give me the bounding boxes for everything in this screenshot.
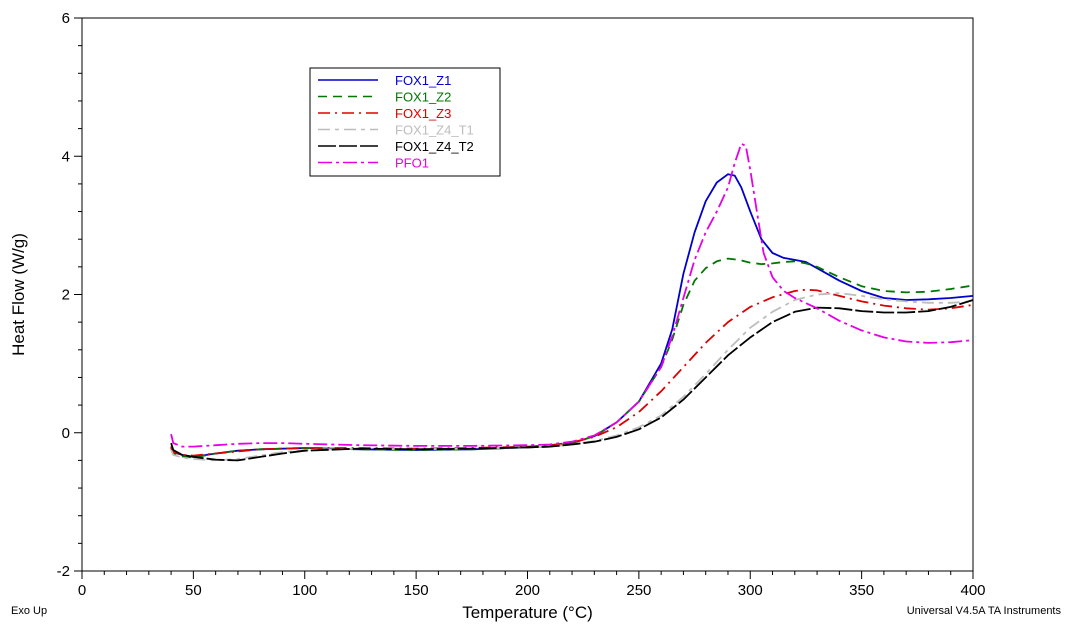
y-tick-label: 4 <box>62 148 70 165</box>
y-tick-label: -2 <box>57 563 70 580</box>
x-tick-label: 200 <box>515 582 540 599</box>
x-tick-label: 100 <box>292 582 317 599</box>
series-line-fox1-z1 <box>170 173 974 458</box>
legend-label: FOX1_Z2 <box>395 90 451 105</box>
x-tick-label: 300 <box>738 582 763 599</box>
legend-label: FOX1_Z3 <box>395 106 451 121</box>
exo-up-note: Exo Up <box>11 605 48 617</box>
legend-label: FOX1_Z1 <box>395 73 451 88</box>
y-tick-label: 2 <box>62 287 70 304</box>
x-tick-label: 250 <box>626 582 651 599</box>
legend-box <box>309 67 501 177</box>
y-tick-label: 0 <box>62 425 70 442</box>
x-tick-label: 150 <box>404 582 429 599</box>
legend-label: FOX1_Z4_T1 <box>395 123 474 138</box>
legend-label: PFO1 <box>395 156 429 171</box>
x-tick-label: 400 <box>960 582 985 599</box>
plot-frame <box>81 17 974 572</box>
y-tick-label: 6 <box>62 10 70 27</box>
x-tick-label: 0 <box>78 582 86 599</box>
x-tick-label: 50 <box>185 582 202 599</box>
y-axis-label: Heat Flow (W/g) <box>9 233 28 356</box>
series-line-fox1-z4-t1 <box>170 292 974 462</box>
series-line-fox1-z3 <box>170 288 974 457</box>
legend-label: FOX1_Z4_T2 <box>395 139 474 154</box>
y-axis-ticks: -2 0 2 4 6 <box>57 10 82 580</box>
series-line-fox1-z4-t2 <box>170 299 974 462</box>
series-layer <box>170 142 974 462</box>
software-version-note: Universal V4.5A TA Instruments <box>906 605 1061 617</box>
x-axis-ticks: 0 50 100 150 200 250 300 350 400 <box>78 571 986 599</box>
x-tick-label: 350 <box>849 582 874 599</box>
x-axis-label: Temperature (°C) <box>462 603 593 622</box>
series-line-fox1-z2 <box>170 257 974 459</box>
